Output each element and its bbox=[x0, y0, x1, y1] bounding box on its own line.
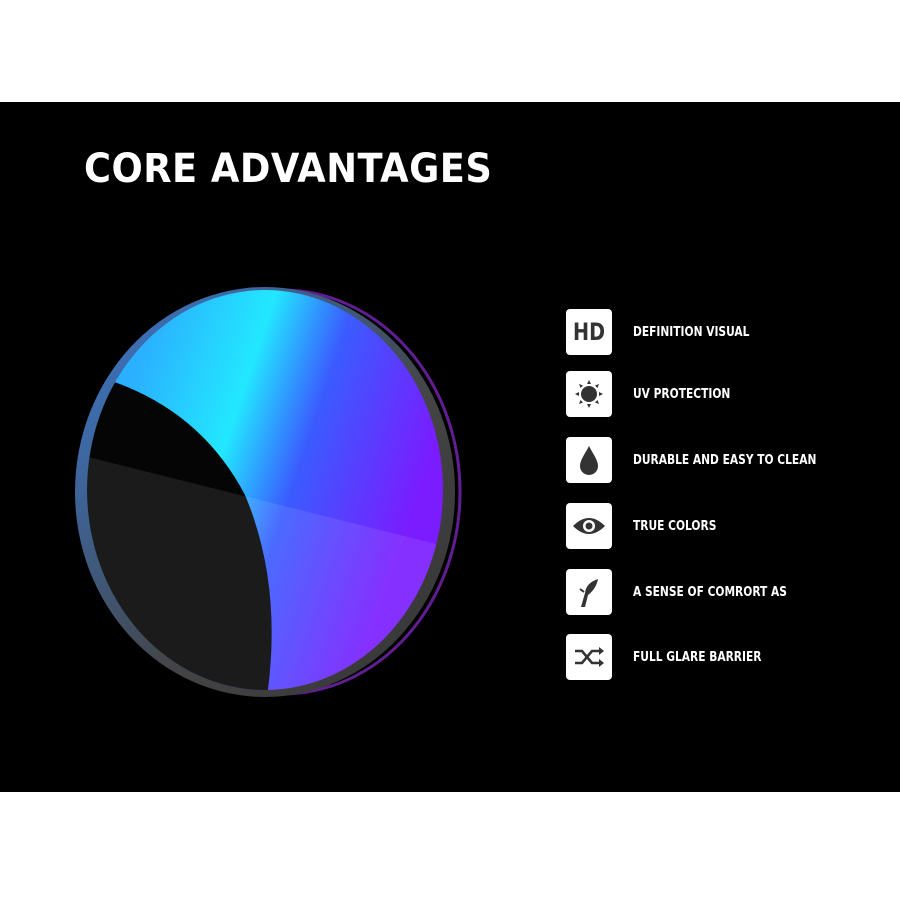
eye-icon bbox=[566, 503, 612, 549]
page-title: CORE ADVANTAGES bbox=[84, 146, 493, 192]
feature-label: FULL GLARE BARRIER bbox=[633, 649, 762, 665]
hd-icon: HD bbox=[566, 309, 612, 355]
feature-label: DEFINITION VISUAL bbox=[633, 324, 750, 340]
feature-item: HD DEFINITION VISUAL bbox=[566, 309, 775, 355]
feature-item: TRUE COLORS bbox=[566, 503, 735, 549]
feather-icon bbox=[566, 569, 612, 615]
feature-label: DURABLE AND EASY TO CLEAN bbox=[633, 452, 817, 468]
water-drop-icon bbox=[566, 437, 612, 483]
lens-illustration bbox=[75, 287, 462, 697]
feature-item: FULL GLARE BARRIER bbox=[566, 634, 790, 680]
feature-label: A SENSE OF COMRORT AS bbox=[633, 584, 787, 600]
feature-item: DURABLE AND EASY TO CLEAN bbox=[566, 437, 857, 483]
feature-item: UV PROTECTION bbox=[566, 371, 752, 417]
sun-icon bbox=[566, 371, 612, 417]
feature-label: TRUE COLORS bbox=[633, 518, 717, 534]
feature-label: UV PROTECTION bbox=[633, 386, 731, 402]
shuffle-icon bbox=[566, 634, 612, 680]
feature-item: A SENSE OF COMRORT AS bbox=[566, 569, 821, 615]
